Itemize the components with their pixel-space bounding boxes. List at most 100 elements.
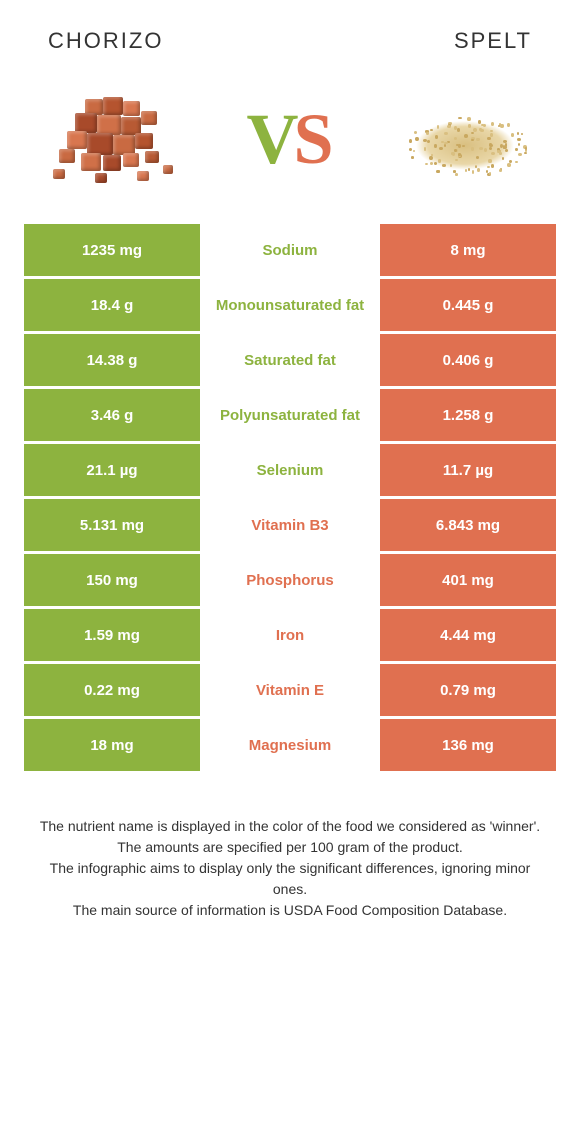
right-value: 1.258 g: [380, 389, 556, 441]
spelt-grain: [447, 125, 451, 128]
spelt-grain: [444, 144, 446, 147]
nutrient-label: Monounsaturated fat: [200, 279, 380, 331]
spelt-grain: [434, 144, 437, 148]
spelt-grain: [413, 150, 415, 152]
spelt-grain: [477, 168, 480, 172]
spelt-grain: [439, 147, 442, 150]
nutrient-label: Vitamin B3: [200, 499, 380, 551]
chorizo-cube: [59, 149, 75, 163]
spelt-grain: [458, 144, 461, 148]
right-value: 401 mg: [380, 554, 556, 606]
chorizo-cube: [95, 173, 107, 183]
spelt-grain: [423, 139, 427, 142]
chorizo-cube: [145, 151, 159, 163]
left-food-title: Chorizo: [48, 28, 163, 54]
spelt-grain: [455, 173, 458, 176]
footer-line: The main source of information is USDA F…: [32, 900, 548, 921]
nutrient-row: 150 mgPhosphorus401 mg: [24, 554, 556, 606]
nutrient-row: 0.22 mgVitamin E0.79 mg: [24, 664, 556, 716]
spelt-grain: [434, 162, 437, 165]
spelt-grain: [505, 149, 508, 152]
footer-line: The infographic aims to display only the…: [32, 858, 548, 900]
right-value: 0.79 mg: [380, 664, 556, 716]
spelt-grain: [518, 153, 522, 156]
spelt-grain: [484, 148, 487, 152]
nutrient-label: Sodium: [200, 224, 380, 276]
spelt-grain: [424, 147, 426, 150]
nutrient-label: Vitamin E: [200, 664, 380, 716]
left-value: 150 mg: [24, 554, 200, 606]
nutrient-label: Selenium: [200, 444, 380, 496]
right-value: 0.445 g: [380, 279, 556, 331]
spelt-image: [390, 84, 540, 194]
spelt-grain: [491, 164, 494, 167]
right-value: 136 mg: [380, 719, 556, 771]
footer-line: The nutrient name is displayed in the co…: [32, 816, 548, 837]
left-value: 21.1 µg: [24, 444, 200, 496]
spelt-grain: [517, 132, 519, 134]
spelt-grain: [490, 130, 493, 132]
spelt-grain: [467, 117, 471, 120]
spelt-grain: [458, 153, 461, 155]
nutrient-row: 18 mgMagnesium136 mg: [24, 719, 556, 771]
nutrient-label: Magnesium: [200, 719, 380, 771]
spelt-grain: [409, 139, 412, 143]
spelt-grain: [517, 138, 521, 141]
spelt-grain: [435, 135, 438, 138]
spelt-grain: [507, 123, 510, 127]
spelt-grain: [454, 137, 457, 140]
chorizo-cube: [67, 131, 87, 149]
left-value: 0.22 mg: [24, 664, 200, 716]
spelt-grain: [471, 147, 474, 151]
spelt-grain: [478, 120, 481, 124]
spelt-grain: [499, 169, 503, 172]
spelt-grain: [487, 166, 490, 169]
spelt-grain: [490, 133, 492, 137]
chorizo-cube: [103, 155, 121, 171]
nutrient-row: 3.46 gPolyunsaturated fat1.258 g: [24, 389, 556, 441]
spelt-grain: [491, 152, 495, 155]
chorizo-cube: [135, 133, 153, 149]
spelt-grain: [489, 147, 492, 150]
left-value: 14.38 g: [24, 334, 200, 386]
comparison-header: Chorizo Spelt: [0, 0, 580, 64]
nutrient-row: 1.59 mgIron4.44 mg: [24, 609, 556, 661]
nutrient-row: 21.1 µgSelenium11.7 µg: [24, 444, 556, 496]
spelt-grain: [430, 162, 433, 165]
spelt-grain: [489, 143, 492, 146]
left-value: 5.131 mg: [24, 499, 200, 551]
nutrient-label: Polyunsaturated fat: [200, 389, 380, 441]
spelt-grain: [480, 129, 484, 132]
spelt-grain: [471, 132, 474, 134]
nutrient-row: 18.4 gMonounsaturated fat0.445 g: [24, 279, 556, 331]
footer-line: The amounts are specified per 100 gram o…: [32, 837, 548, 858]
spelt-grain: [430, 129, 433, 131]
spelt-grain: [455, 159, 458, 162]
spelt-grain: [511, 133, 515, 137]
footer-notes: The nutrient name is displayed in the co…: [0, 774, 580, 921]
chorizo-cube: [87, 133, 113, 155]
chorizo-cube: [53, 169, 65, 179]
left-value: 18.4 g: [24, 279, 200, 331]
spelt-grain: [497, 150, 500, 154]
chorizo-cube: [97, 115, 121, 135]
spelt-grain: [429, 156, 433, 160]
left-value: 3.46 g: [24, 389, 200, 441]
spelt-grain: [425, 163, 428, 166]
chorizo-image: [40, 84, 190, 194]
right-value: 6.843 mg: [380, 499, 556, 551]
spelt-grain: [462, 145, 466, 147]
spelt-grain: [451, 152, 455, 154]
spelt-grain: [518, 143, 520, 146]
spelt-grain: [414, 131, 418, 134]
spelt-grain: [438, 159, 441, 162]
nutrient-table: 1235 mgSodium8 mg18.4 gMonounsaturated f…: [0, 224, 580, 771]
spelt-grain: [502, 157, 505, 160]
spelt-grain: [487, 137, 490, 140]
spelt-grain: [507, 163, 511, 166]
chorizo-cube: [163, 165, 173, 174]
spelt-grain: [409, 148, 412, 151]
chorizo-cube: [81, 153, 101, 171]
spelt-grain: [464, 134, 468, 138]
spelt-grain: [415, 137, 418, 141]
